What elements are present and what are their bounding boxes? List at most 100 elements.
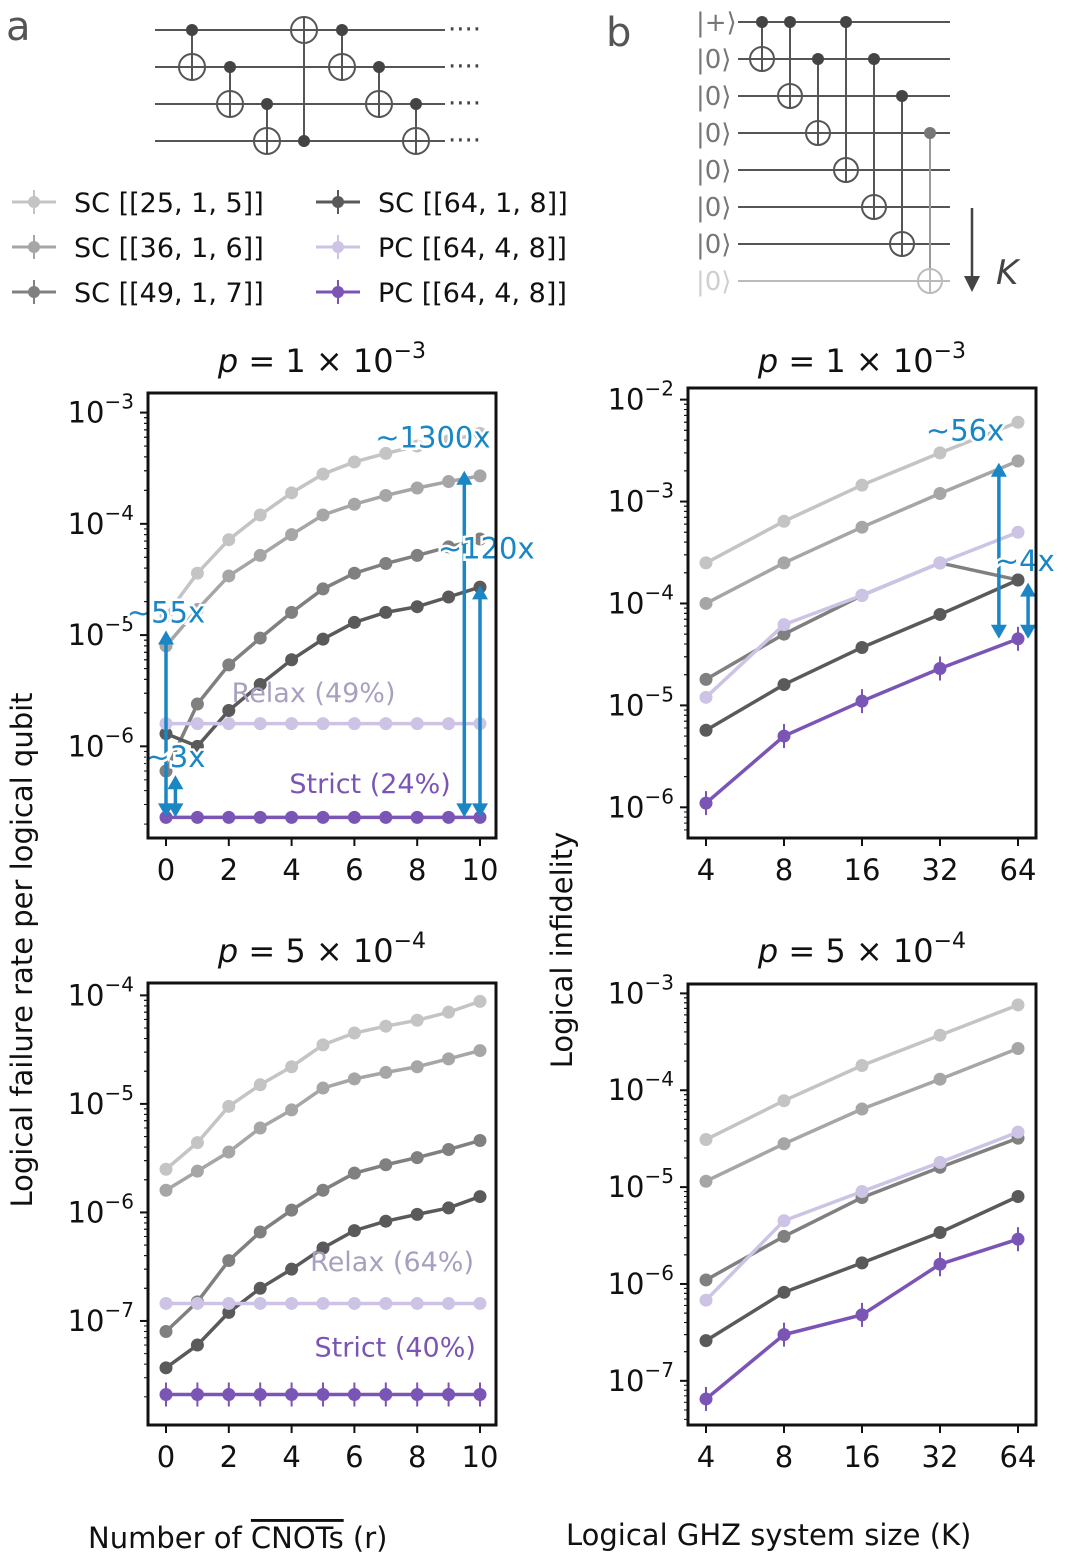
data-point bbox=[222, 533, 236, 547]
data-point bbox=[222, 1145, 236, 1159]
ket-label: |0⟩ bbox=[696, 156, 731, 186]
y-tick-base: 10 bbox=[68, 1304, 105, 1338]
x-tick-label: 64 bbox=[1000, 1440, 1037, 1474]
data-point bbox=[933, 556, 947, 570]
data-point bbox=[699, 690, 713, 704]
y-tick-label: 10−2 bbox=[608, 377, 674, 417]
chart-title-exp: −3 bbox=[394, 339, 426, 364]
chart-panel: p = 1 × 10−310−310−410−510−60 2 4 6 8 10Relax… bbox=[68, 339, 538, 887]
data-point bbox=[316, 1296, 330, 1310]
data-point bbox=[316, 1241, 330, 1255]
data-point bbox=[379, 1158, 393, 1172]
chart-title: p = 1 × 10−3 bbox=[757, 339, 966, 380]
data-point bbox=[442, 434, 456, 448]
data-point bbox=[316, 582, 330, 596]
chart-title-p: p bbox=[757, 342, 778, 380]
data-point bbox=[159, 1324, 173, 1338]
ratio-arrow-head bbox=[1020, 624, 1037, 639]
data-point bbox=[222, 1254, 236, 1268]
y-tick-exp: −3 bbox=[645, 970, 674, 994]
legend-swatch-marker bbox=[28, 241, 40, 253]
data-point bbox=[159, 1361, 173, 1375]
panel-label-a: a bbox=[6, 4, 31, 50]
curve-label: Strict (24%) bbox=[289, 769, 450, 800]
series-line bbox=[165, 1048, 481, 1192]
chart-panel: p = 5 × 10−410−310−410−510−610−74 8 16 32 64 bbox=[608, 929, 1038, 1474]
data-point bbox=[316, 632, 330, 646]
data-point bbox=[222, 703, 236, 717]
data-point bbox=[473, 469, 487, 483]
data-point bbox=[190, 566, 204, 580]
y-tick-base: 10 bbox=[68, 729, 105, 763]
data-point bbox=[285, 486, 299, 500]
data-point bbox=[699, 723, 713, 737]
data-point bbox=[473, 1044, 487, 1058]
data-point bbox=[410, 481, 424, 495]
y-tick-label: 10−5 bbox=[68, 1081, 134, 1121]
data-point bbox=[855, 520, 869, 534]
data-point bbox=[379, 1214, 393, 1228]
x-tick-label: 2 bbox=[220, 1440, 238, 1474]
ket-label: |0⟩ bbox=[696, 45, 731, 75]
arrow-k-icon bbox=[964, 276, 980, 292]
plot-frame bbox=[686, 982, 1038, 1427]
data-point bbox=[379, 1019, 393, 1033]
y-tick-label: 10−3 bbox=[608, 970, 674, 1010]
plot-frame bbox=[146, 391, 498, 840]
data-point bbox=[222, 1305, 236, 1319]
data-point bbox=[442, 1296, 456, 1310]
data-point bbox=[190, 1164, 204, 1178]
y-tick-exp: −6 bbox=[105, 723, 134, 747]
data-point bbox=[473, 1388, 487, 1402]
y-tick-label: 10−7 bbox=[68, 1298, 134, 1338]
data-point bbox=[190, 739, 204, 753]
chart-panels: p = 1 × 10−310−310−410−510−60 2 4 6 8 10Relax… bbox=[68, 339, 1058, 1474]
ratio-arrow-head bbox=[167, 803, 184, 818]
data-point bbox=[316, 508, 330, 522]
ratio-label: ~1300x bbox=[375, 420, 490, 454]
y-tick-base: 10 bbox=[608, 383, 645, 417]
data-point bbox=[855, 694, 869, 708]
data-point bbox=[777, 618, 791, 632]
y-tick-exp: −5 bbox=[645, 682, 674, 706]
y-tick-label: 10−4 bbox=[68, 972, 134, 1012]
y-tick-base: 10 bbox=[68, 1087, 105, 1121]
data-point bbox=[253, 1281, 267, 1295]
y-tick-label: 10−3 bbox=[68, 390, 134, 430]
y-tick-exp: −2 bbox=[645, 377, 674, 401]
data-point bbox=[347, 566, 361, 580]
data-point bbox=[442, 540, 456, 554]
data-point bbox=[777, 678, 791, 692]
x-tick-label: 8 bbox=[775, 1440, 793, 1474]
x-tick-label: 8 bbox=[408, 1440, 426, 1474]
ket-label: |0⟩ bbox=[696, 193, 731, 223]
ratio-arrow-head bbox=[990, 462, 1007, 477]
data-point bbox=[1011, 632, 1025, 646]
data-point bbox=[347, 717, 361, 731]
data-point bbox=[190, 1136, 204, 1150]
ket-label: |0⟩ bbox=[696, 119, 731, 149]
y-tick-label: 10−5 bbox=[608, 1164, 674, 1204]
legend-swatch-marker bbox=[28, 196, 40, 208]
ratio-arrow-head bbox=[472, 803, 488, 818]
data-point bbox=[1011, 454, 1025, 468]
y-tick-exp: −6 bbox=[645, 1261, 674, 1285]
ratio-arrow-head bbox=[1020, 582, 1037, 597]
curve-label: Relax (64%) bbox=[310, 1247, 474, 1278]
data-point bbox=[347, 497, 361, 511]
data-point bbox=[699, 1273, 713, 1287]
data-point bbox=[410, 1060, 424, 1074]
y-tick-base: 10 bbox=[68, 396, 105, 430]
data-point bbox=[222, 1388, 236, 1402]
y-tick-exp: −4 bbox=[105, 501, 134, 525]
data-point bbox=[253, 548, 267, 562]
data-point bbox=[222, 717, 236, 731]
data-point bbox=[316, 1388, 330, 1402]
x-tick-label: 32 bbox=[922, 853, 959, 887]
data-point bbox=[410, 1296, 424, 1310]
data-point bbox=[285, 717, 299, 731]
data-point bbox=[442, 810, 456, 824]
data-point bbox=[1011, 415, 1025, 429]
control-dot bbox=[924, 127, 936, 139]
